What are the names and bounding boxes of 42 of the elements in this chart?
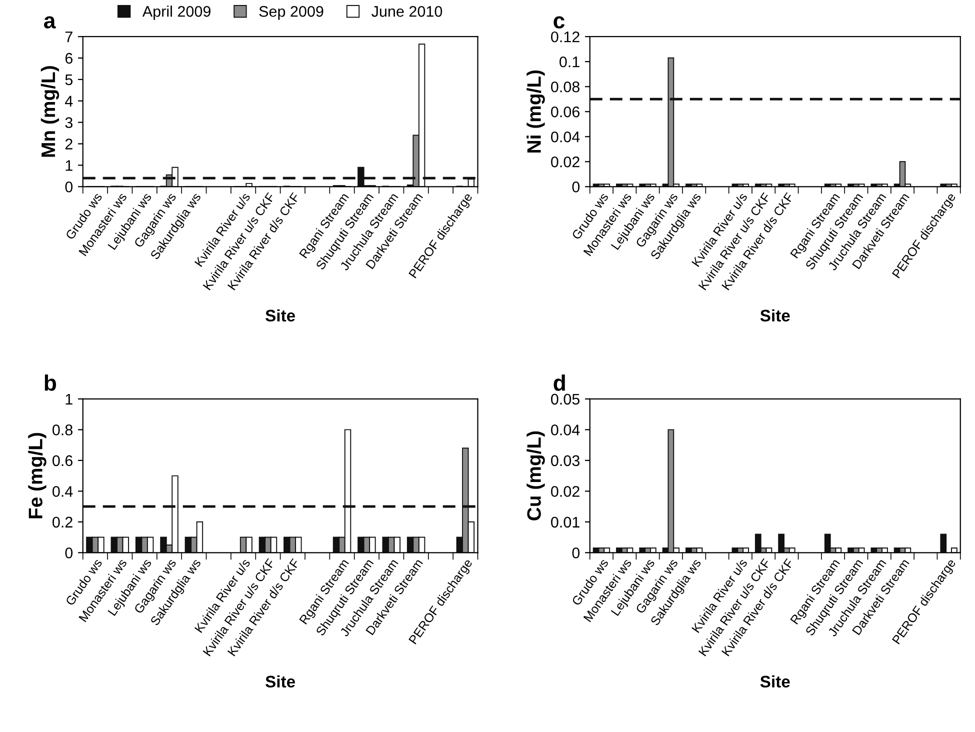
x-axis-title: Site [266,309,296,322]
x-axis-title: Site [266,675,296,688]
legend-label: June 2010 [372,6,442,17]
y-tick-label: 0.04 [551,132,580,142]
y-tick-label: 0 [65,548,73,558]
y-tick-label: 0.8 [52,424,72,436]
y-tick-label: 0.1 [560,56,580,68]
y-tick-label: 7 [65,32,72,42]
y-tick-label: 0.02 [551,486,580,497]
chart-title: d [554,374,565,391]
legend-label: April 2009 [142,6,210,20]
y-tick-label: 1 [66,160,72,171]
x-axis-title: Site [760,675,790,688]
y-tick-label: 5 [65,74,73,86]
chart-title: b [44,374,56,391]
y-tick-label: 3 [65,117,72,128]
y-tick-label: 0.12 [551,31,580,42]
y-tick-label: 0.06 [551,106,580,118]
y-tick-label: 2 [65,138,72,150]
y-tick-label: 0 [65,182,73,192]
y-tick-label: 0.05 [551,394,580,405]
y-tick-label: 1 [66,394,72,404]
y-tick-label: 0.04 [551,424,580,436]
y-axis-title: Ni (mg/L) [526,70,545,152]
x-axis-title: Site [760,309,790,322]
y-tick-label: 0.4 [52,486,73,497]
y-axis-title: Fe (mg/L) [28,433,46,518]
y-tick-label: 0 [572,182,580,192]
y-axis-title: Cu (mg/L) [526,431,545,520]
chart-title: c [554,16,565,28]
chart-title: a [44,16,56,28]
y-tick-label: 0.2 [52,516,72,528]
y-tick-label: 6 [65,52,72,64]
legend-label: Sep 2009 [259,6,324,20]
y-tick-label: 4 [65,96,73,106]
y-tick-label: 0.6 [52,455,72,466]
y-tick-label: 0.03 [551,455,580,466]
y-axis-title: Mn (mg/L) [40,66,60,157]
y-tick-label: 0.02 [551,156,580,168]
y-tick-label: 0.01 [551,516,580,528]
y-tick-label: 0 [572,548,580,558]
y-tick-label: 0.08 [551,81,580,92]
